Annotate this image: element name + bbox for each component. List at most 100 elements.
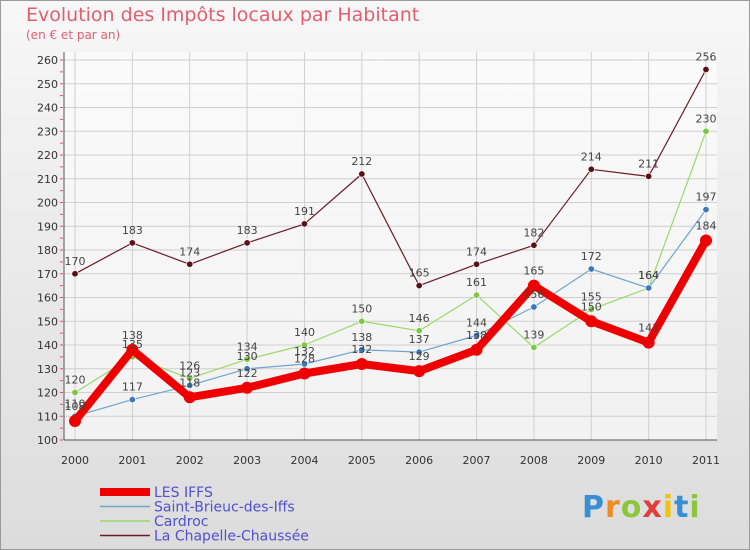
y-tick-label-220: 220 [37, 149, 58, 162]
y-tick-label-110: 110 [37, 410, 58, 423]
data-point-la-chapelle-chauss-e-2008 [530, 241, 538, 249]
x-tick-label-2007: 2007 [463, 454, 491, 467]
data-label-la-chapelle-chauss-e-2003: 183 [237, 224, 258, 237]
data-point-la-chapelle-chauss-e-2005 [358, 170, 366, 178]
data-point-les-iffs-2000 [69, 415, 81, 427]
x-tick-label-2004: 2004 [290, 454, 318, 467]
y-tick-label-160: 160 [37, 292, 58, 305]
data-label-la-chapelle-chauss-e-2010: 211 [638, 157, 659, 170]
data-point-les-iffs-2008 [527, 279, 540, 292]
data-label-les-iffs-2011: 184 [696, 220, 717, 233]
y-tick-label-260: 260 [37, 54, 58, 67]
data-label-les-iffs-2001: 138 [122, 329, 143, 342]
data-label-saint-brieuc-des-iffs-2008: 156 [523, 288, 544, 301]
data-point-la-chapelle-chauss-e-2001 [128, 239, 136, 247]
data-label-saint-brieuc-des-iffs-2011: 197 [696, 191, 717, 204]
data-label-saint-brieuc-des-iffs-2005: 138 [351, 331, 372, 344]
data-label-la-chapelle-chauss-e-2007: 174 [466, 245, 487, 258]
data-label-cardroc-2001: 135 [122, 338, 143, 351]
plot-area [64, 52, 717, 440]
x-tick-label-2010: 2010 [635, 454, 663, 467]
data-point-les-iffs-2002 [183, 391, 196, 404]
data-point-saint-brieuc-des-iffs-2001 [128, 396, 136, 404]
data-label-saint-brieuc-des-iffs-2001: 117 [122, 381, 143, 394]
data-point-saint-brieuc-des-iffs-2002 [186, 381, 194, 389]
data-label-les-iffs-2006: 129 [409, 350, 430, 363]
data-label-saint-brieuc-des-iffs-2009: 172 [581, 250, 602, 263]
legend-label-la-chapelle-chauss-e: La Chapelle-Chaussée [154, 529, 309, 545]
chart-title: Evolution des Impôts locaux par Habitant [26, 4, 420, 26]
data-label-cardroc-2004: 140 [294, 326, 315, 339]
legend-label-cardroc: Cardroc [154, 514, 208, 530]
data-point-les-iffs-2005 [355, 358, 368, 370]
data-label-cardroc-2000: 120 [65, 374, 86, 387]
data-point-saint-brieuc-des-iffs-2008 [530, 303, 538, 311]
proxiti-logo: Proxiti [582, 490, 701, 525]
data-point-cardroc-2002 [186, 374, 194, 382]
data-point-saint-brieuc-des-iffs-2007 [473, 331, 481, 339]
data-point-saint-brieuc-des-iffs-2004 [300, 360, 308, 368]
legend-label-saint-brieuc-des-iffs: Saint-Brieuc-des-Iffs [154, 500, 295, 516]
y-tick-label-240: 240 [37, 102, 58, 115]
y-tick-label-150: 150 [37, 315, 58, 328]
data-label-cardroc-2006: 146 [409, 312, 430, 325]
data-label-saint-brieuc-des-iffs-2003: 130 [237, 350, 258, 363]
data-point-les-iffs-2010 [642, 336, 655, 349]
data-label-les-iffs-2002: 118 [179, 376, 200, 389]
series-line-les-iffs [71, 236, 710, 425]
data-label-les-iffs-2010: 141 [638, 322, 659, 335]
data-label-la-chapelle-chauss-e-2008: 182 [523, 226, 544, 239]
data-point-la-chapelle-chauss-e-2004 [300, 220, 308, 228]
x-tick-label-2003: 2003 [233, 454, 261, 467]
data-point-la-chapelle-chauss-e-2010 [645, 172, 653, 180]
data-label-la-chapelle-chauss-e-2005: 212 [351, 155, 372, 168]
data-point-cardroc-2006 [415, 327, 423, 335]
x-tick-label-2009: 2009 [577, 454, 605, 467]
logo-letter: P [582, 490, 605, 525]
logo-letter: i [689, 490, 701, 525]
data-point-la-chapelle-chauss-e-2002 [186, 260, 194, 268]
data-label-saint-brieuc-des-iffs-2007: 144 [466, 317, 487, 330]
logo-letter: x [642, 490, 663, 525]
y-tick-label-140: 140 [37, 339, 58, 352]
data-point-cardroc-2011 [702, 127, 710, 135]
data-point-la-chapelle-chauss-e-2007 [473, 260, 481, 268]
data-label-la-chapelle-chauss-e-2000: 170 [65, 255, 86, 268]
data-label-cardroc-2009: 155 [581, 290, 602, 303]
data-point-la-chapelle-chauss-e-2000 [71, 270, 79, 278]
y-tick-label-120: 120 [37, 387, 58, 400]
series-line-la-chapelle-chauss-e [74, 68, 707, 287]
data-point-la-chapelle-chauss-e-2011 [702, 66, 710, 74]
data-point-la-chapelle-chauss-e-2009 [587, 165, 595, 173]
y-tick-label-130: 130 [37, 363, 58, 376]
data-label-les-iffs-2004: 128 [294, 353, 315, 366]
y-tick-label-100: 100 [37, 434, 58, 447]
data-point-cardroc-2009 [587, 305, 595, 313]
data-label-cardroc-2011: 230 [696, 112, 717, 125]
data-label-saint-brieuc-des-iffs-2004: 132 [294, 345, 315, 358]
data-point-cardroc-2004 [300, 341, 308, 349]
data-point-les-iffs-2003 [241, 381, 254, 394]
y-tick-label-180: 180 [37, 244, 58, 257]
x-tick-label-2002: 2002 [176, 454, 204, 467]
logo-letter: i [662, 490, 675, 525]
data-point-cardroc-2003 [243, 355, 251, 363]
y-tick-label-210: 210 [37, 173, 58, 186]
y-tick-label-170: 170 [37, 268, 58, 281]
y-tick-label-250: 250 [37, 78, 58, 91]
data-label-cardroc-2007: 161 [466, 276, 487, 289]
data-point-saint-brieuc-des-iffs-2010 [645, 284, 653, 292]
data-point-cardroc-2007 [473, 291, 481, 299]
series-line-cardroc [74, 130, 707, 394]
data-label-saint-brieuc-des-iffs-2006: 137 [409, 333, 430, 346]
x-tick-label-2001: 2001 [118, 454, 146, 467]
data-label-cardroc-2005: 150 [351, 302, 372, 315]
data-point-cardroc-2000 [71, 388, 79, 396]
data-label-les-iffs-2000: 108 [65, 400, 86, 413]
x-tick-label-2005: 2005 [348, 454, 376, 467]
data-point-saint-brieuc-des-iffs-2011 [702, 206, 710, 214]
data-label-saint-brieuc-des-iffs-2000: 110 [65, 397, 86, 410]
x-tick-label-2000: 2000 [61, 454, 89, 467]
chart-subtitle: (en € et par an) [26, 28, 121, 42]
